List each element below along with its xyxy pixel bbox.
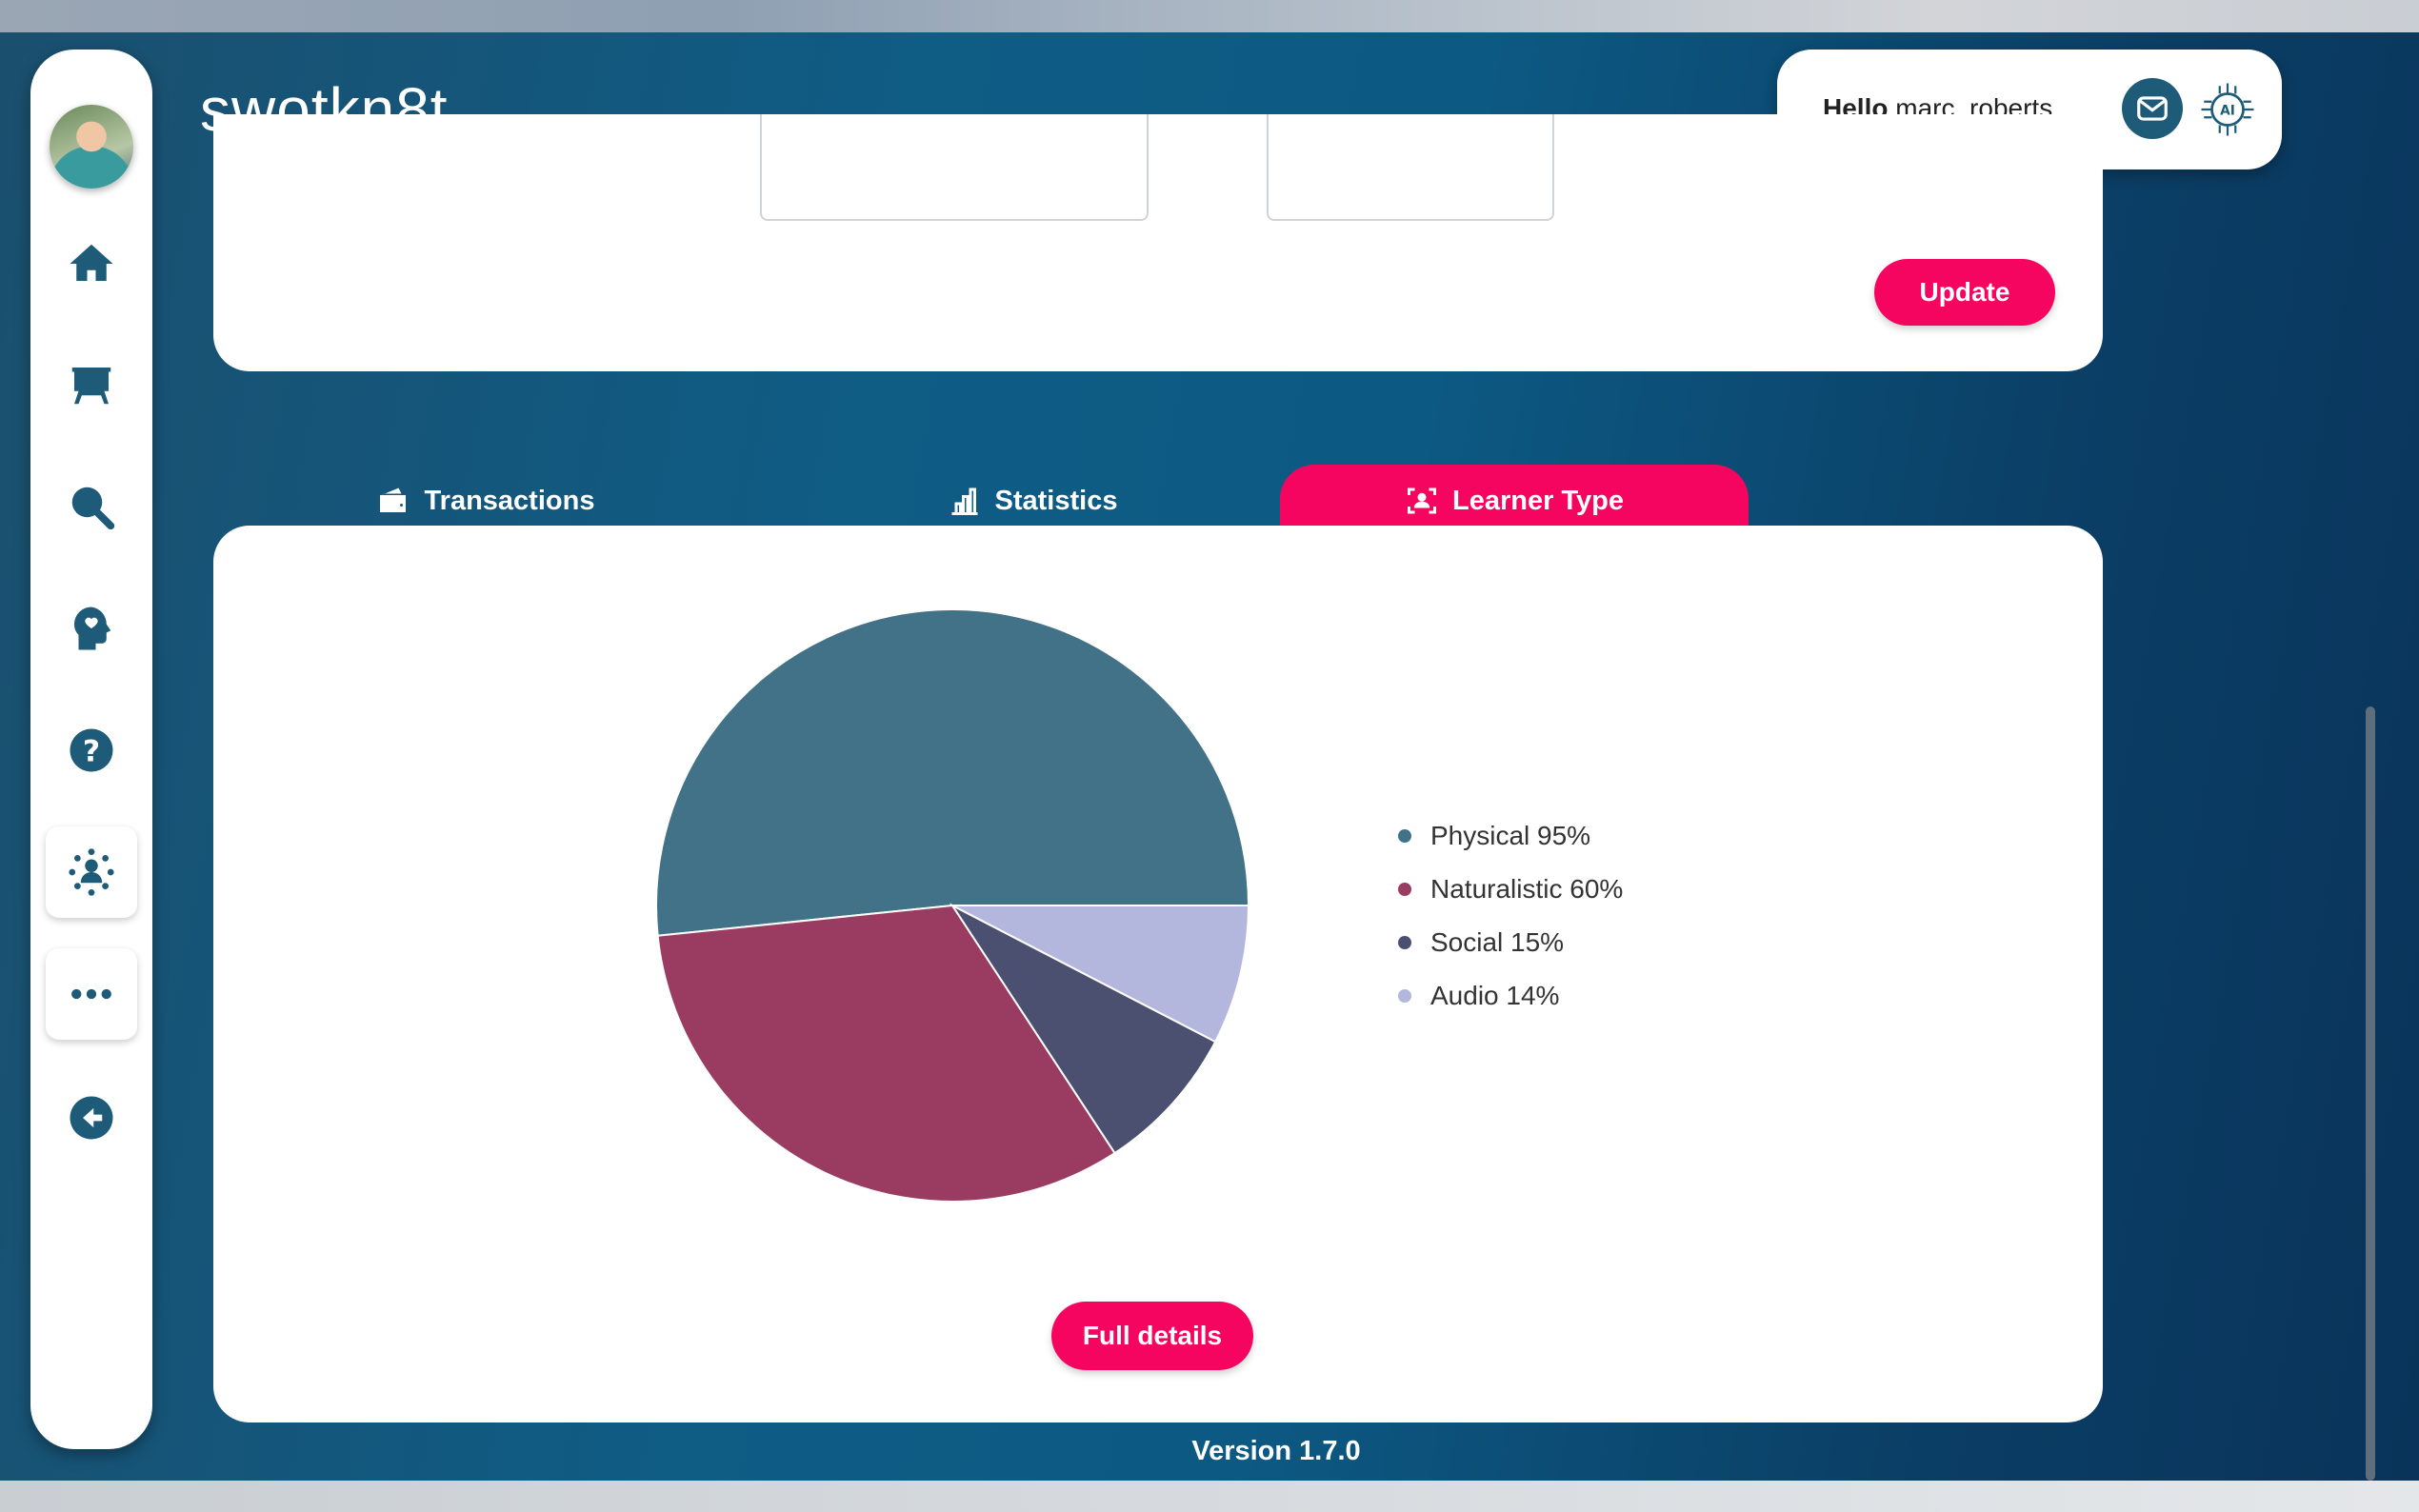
legend-item: Social 15%	[1398, 916, 1623, 969]
filters-card: Update	[213, 114, 2103, 371]
more-icon[interactable]	[46, 948, 137, 1040]
version-label: Version 1.7.0	[1191, 1436, 1361, 1466]
mail-button[interactable]	[2122, 78, 2183, 139]
wallet-icon	[379, 487, 406, 512]
legend-label: Physical 95%	[1430, 821, 1591, 850]
chart-legend: Physical 95% Naturalistic 60% Social 15%…	[1398, 809, 1623, 1023]
window-bottom-strip	[0, 1481, 2419, 1512]
legend-swatch	[1398, 936, 1411, 949]
update-button[interactable]: Update	[1874, 259, 2055, 326]
bar-chart-icon	[951, 487, 978, 515]
svg-text:?: ?	[83, 734, 100, 768]
filter-field-2[interactable]	[1267, 114, 1554, 221]
tab-label: Learner Type	[1452, 485, 1624, 516]
head-heart-icon[interactable]	[61, 598, 122, 659]
tab-statistics[interactable]: Statistics	[890, 465, 1175, 537]
help-icon[interactable]: ?	[61, 720, 122, 781]
legend-swatch	[1398, 989, 1411, 1003]
presentation-board-icon[interactable]	[61, 354, 122, 415]
legend-item: Physical 95%	[1398, 809, 1623, 863]
pie-slice-physical[interactable]	[655, 608, 1250, 937]
mail-icon	[2137, 96, 2168, 121]
pie-slice-social[interactable]	[950, 903, 1217, 1155]
legend-item: Naturalistic 60%	[1398, 863, 1623, 916]
legend-label: Naturalistic 60%	[1430, 874, 1624, 904]
scrollbar[interactable]	[2366, 706, 2375, 1481]
legend-swatch	[1398, 829, 1411, 843]
learner-type-card: Full details	[213, 526, 2103, 1422]
search-icon[interactable]	[61, 476, 122, 537]
tab-transactions[interactable]: Transactions	[343, 465, 629, 537]
legend-swatch	[1398, 883, 1411, 896]
home-icon[interactable]	[61, 233, 122, 294]
legend-label: Social 15%	[1430, 927, 1565, 957]
full-details-button[interactable]: Full details	[1051, 1302, 1253, 1370]
learner-type-pie-chart	[655, 608, 1250, 1203]
filter-field-1[interactable]	[760, 114, 1149, 221]
tab-learner-type[interactable]: Learner Type	[1280, 465, 1749, 537]
tab-label: Transactions	[424, 485, 595, 516]
window-top-strip	[0, 0, 2419, 32]
person-scan-icon	[1408, 487, 1436, 514]
legend-item: Audio 14%	[1398, 969, 1623, 1023]
legend-label: Audio 14%	[1430, 981, 1560, 1010]
pie-slice-audio[interactable]	[951, 905, 1250, 1044]
tab-label: Statistics	[994, 485, 1118, 516]
sidebar: ?	[30, 50, 152, 1449]
ai-chip-icon[interactable]: AI	[2196, 78, 2259, 141]
avatar[interactable]	[50, 105, 133, 189]
svg-text:AI: AI	[2220, 104, 2235, 119]
logout-icon[interactable]	[61, 1087, 122, 1148]
network-users-icon[interactable]	[46, 826, 137, 918]
